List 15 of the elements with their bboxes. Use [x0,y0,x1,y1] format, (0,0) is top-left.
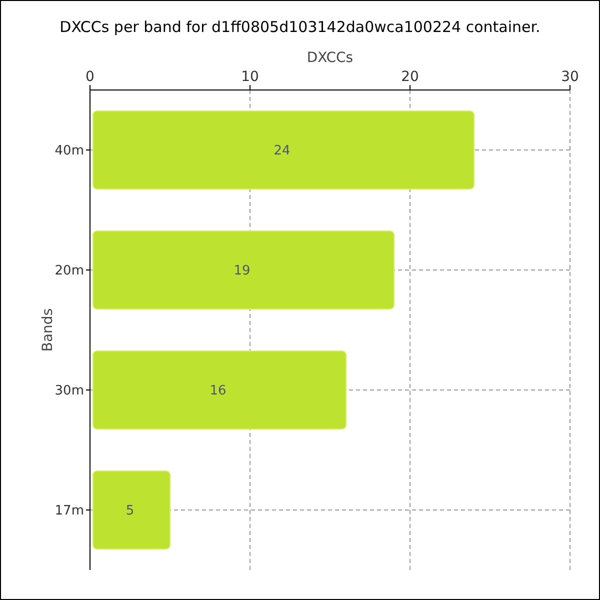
y-tick-label: 17m [54,504,84,519]
y-tick-label: 30m [54,384,84,399]
data-label: 19 [234,264,250,279]
data-label: 24 [274,144,290,159]
y-axis-title: Bands [40,308,56,352]
x-tick-label: 0 [86,69,94,85]
chart-title: DXCCs per band for d1ff0805d103142da0wca100224 container. [60,18,540,36]
x-tick-label: 20 [401,69,419,85]
x-axis-title: DXCCs [306,50,354,66]
data-label: 5 [126,504,134,519]
x-tick-label: 10 [241,69,259,85]
y-tick-label: 20m [54,264,84,279]
x-tick-label: 30 [561,69,579,85]
data-label: 16 [210,384,226,399]
y-tick-label: 40m [54,144,84,159]
